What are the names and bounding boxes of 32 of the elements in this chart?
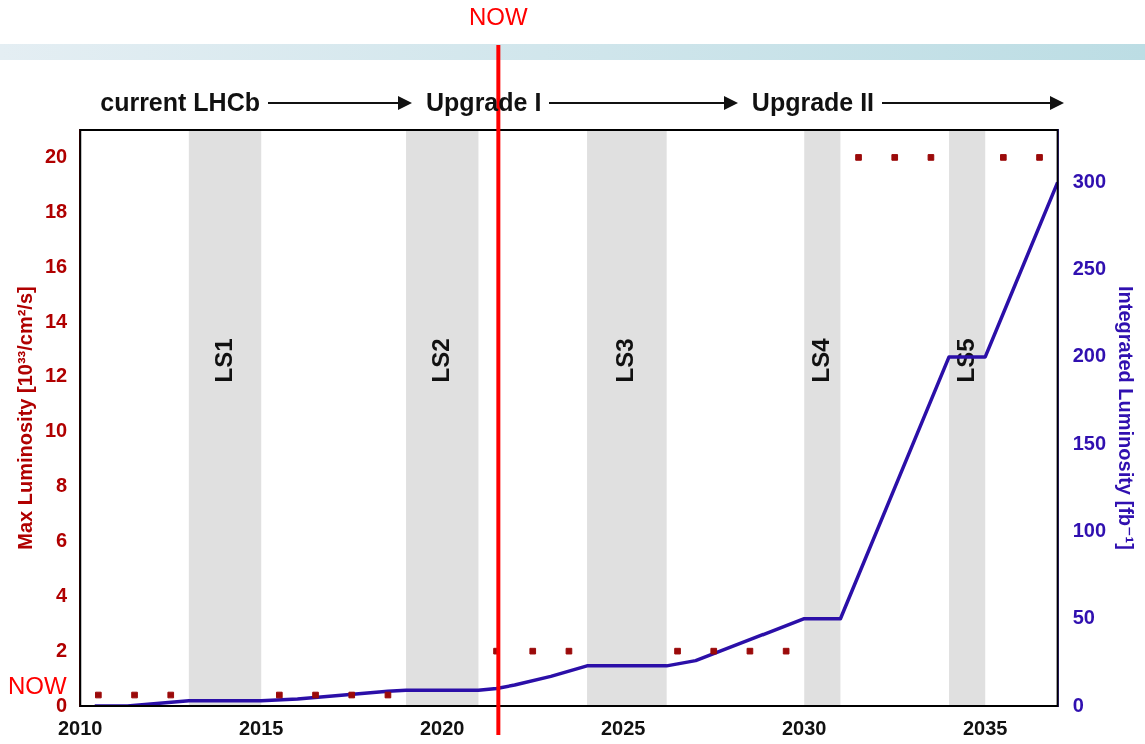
x-tick-label: 2015 xyxy=(238,716,284,739)
y2-tick-label: 50 xyxy=(1072,606,1095,629)
band-label: LS1 xyxy=(209,338,237,383)
x-tick-label: 2025 xyxy=(600,716,646,739)
y-tick-label: 8 xyxy=(56,474,68,497)
y-axis-title: Max Luminosity [10³³/cm²/s] xyxy=(13,286,36,550)
y2-tick-label: 100 xyxy=(1072,518,1107,541)
y-tick-label: 10 xyxy=(45,419,68,442)
y2-tick-label: 250 xyxy=(1072,257,1107,280)
band-label: LS4 xyxy=(806,337,834,383)
y2-tick-label: 150 xyxy=(1072,431,1107,454)
y2-tick-label: 200 xyxy=(1072,344,1107,367)
x-tick-label: 2030 xyxy=(781,716,827,739)
y2-tick-label: 300 xyxy=(1072,169,1107,192)
band-label: LS2 xyxy=(426,338,454,383)
x-tick-label: 2010 xyxy=(58,716,103,739)
y-tick-label: 20 xyxy=(45,144,68,167)
text: current LHCb xyxy=(100,88,260,117)
y2-axis-title: Integrated Luminosity [fb⁻¹] xyxy=(1115,286,1138,550)
y-tick-label: 18 xyxy=(45,199,68,222)
ref-line-label: NOW xyxy=(469,2,529,30)
y-tick-label: 16 xyxy=(45,254,68,277)
x-tick-label: 2020 xyxy=(419,716,465,739)
text: Upgrade II xyxy=(751,88,875,117)
y-tick-label: 14 xyxy=(45,309,69,332)
y-tick-label: 6 xyxy=(56,528,68,551)
y-tick-label: 12 xyxy=(45,364,68,387)
y-tick-label: 4 xyxy=(56,583,69,606)
x-tick-label: 2035 xyxy=(962,716,1008,739)
y-tick-label: 2 xyxy=(56,638,68,661)
band-label: LS3 xyxy=(611,338,639,383)
y2-tick-label: 0 xyxy=(1072,693,1084,716)
